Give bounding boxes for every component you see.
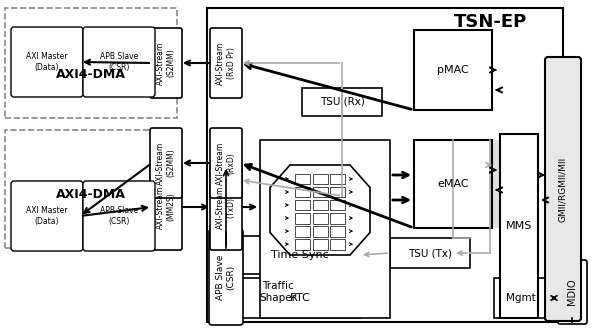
Text: TSU (Tx): TSU (Tx) [408,248,452,258]
Bar [414,140,500,228]
Bar [295,226,310,237]
Bar [330,226,345,237]
FancyBboxPatch shape [150,128,182,198]
Text: MDIO: MDIO [567,279,577,305]
Bar [330,213,345,223]
Bar [313,213,328,223]
Text: Mgmt: Mgmt [506,293,536,303]
Text: TSU (Rx): TSU (Rx) [320,97,364,107]
Text: AXI-Stream
(RxD Pr): AXI-Stream (RxD Pr) [217,41,236,84]
Bar [494,278,548,318]
Bar [295,174,310,184]
Bar [207,8,563,322]
FancyBboxPatch shape [210,128,242,198]
Bar [414,30,492,110]
FancyBboxPatch shape [83,27,155,97]
Text: AXI Master
(Data): AXI Master (Data) [26,52,68,72]
Text: AXI-Stream
(TxD): AXI-Stream (TxD) [217,185,236,229]
Text: RTC: RTC [290,293,310,303]
Bar [313,186,328,197]
Text: AXI-Stream
(MM2S): AXI-Stream (MM2S) [156,185,176,229]
Text: APB Slave
(CSR): APB Slave (CSR) [100,206,138,226]
FancyBboxPatch shape [150,164,182,250]
Text: AXI-Stream
(S2MM): AXI-Stream (S2MM) [156,41,176,84]
FancyBboxPatch shape [83,181,155,251]
Text: AXI4-DMA: AXI4-DMA [56,188,126,202]
Text: Traffic
Shaper: Traffic Shaper [260,281,296,303]
Bar [313,239,328,249]
FancyBboxPatch shape [558,260,587,324]
FancyBboxPatch shape [210,28,242,98]
Text: AXI-Stream
(S2MM): AXI-Stream (S2MM) [156,141,176,184]
FancyBboxPatch shape [210,164,242,250]
Text: TSN-EP: TSN-EP [454,13,527,31]
Bar [313,200,328,211]
Text: AXI-Stream
(RxD): AXI-Stream (RxD) [217,141,236,184]
Polygon shape [270,165,370,255]
Bar [295,186,310,197]
Bar [240,278,360,318]
Text: GMII/RGMII/MII: GMII/RGMII/MII [559,156,568,222]
Text: Time Sync: Time Sync [271,250,329,260]
Bar [260,140,390,318]
Bar [313,174,328,184]
Bar [390,238,470,268]
Bar [330,186,345,197]
Text: pMAC: pMAC [437,65,469,75]
Text: AXI Master
(Data): AXI Master (Data) [26,206,68,226]
Bar [302,88,382,116]
Bar [330,174,345,184]
Bar [330,200,345,211]
FancyBboxPatch shape [150,28,182,98]
Text: eMAC: eMAC [437,179,469,189]
Text: APB Slave
(CSR): APB Slave (CSR) [217,254,236,300]
Bar [5,130,177,248]
Text: MMS: MMS [506,221,532,231]
Bar [330,239,345,249]
FancyBboxPatch shape [11,27,83,97]
Bar [295,200,310,211]
Bar [414,140,492,228]
Bar [500,134,538,318]
Bar [240,236,360,274]
FancyBboxPatch shape [209,229,243,325]
FancyBboxPatch shape [11,181,83,251]
Bar [295,213,310,223]
FancyBboxPatch shape [545,57,581,321]
Text: AXI4-DMA: AXI4-DMA [56,69,126,82]
Text: APB Slave
(CSR): APB Slave (CSR) [100,52,138,72]
Bar [313,226,328,237]
Bar [295,239,310,249]
Bar [5,8,177,118]
